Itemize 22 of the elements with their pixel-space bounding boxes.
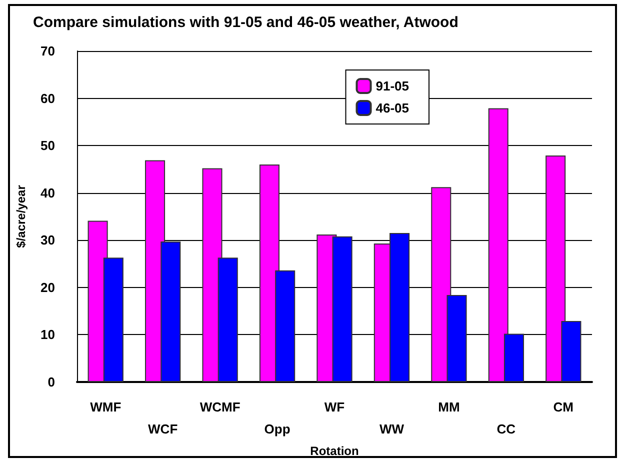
x-tick-label: CC	[496, 422, 516, 436]
legend-label: 91-05	[376, 78, 409, 94]
y-tick-label: 20	[40, 280, 55, 295]
x-tick-label: WF	[324, 400, 345, 414]
y-tick-label: 60	[40, 90, 55, 106]
y-tick-label: 0	[48, 374, 55, 390]
x-tick-label: WMF	[90, 400, 122, 414]
y-tick-label: 10	[40, 327, 55, 342]
y-axis-title: $/acre/year	[14, 184, 28, 248]
y-tick-label: 30	[40, 232, 55, 248]
x-tick-label: WCF	[148, 422, 178, 436]
x-tick-label: WW	[379, 422, 405, 436]
x-tick-label: WCMF	[200, 400, 240, 414]
y-tick-label: 50	[40, 138, 55, 154]
x-tick-label: MM	[438, 400, 460, 414]
x-axis-title: Rotation	[310, 444, 359, 458]
y-tick-label: 40	[40, 185, 55, 200]
x-tick-label: Opp	[264, 422, 290, 436]
legend-label: 46-05	[376, 100, 409, 116]
chart-title: Compare simulations with 91-05 and 46-05 weather, Atwood	[33, 14, 458, 31]
y-tick-label: 70	[40, 44, 55, 58]
x-tick-label: CM	[553, 400, 574, 414]
